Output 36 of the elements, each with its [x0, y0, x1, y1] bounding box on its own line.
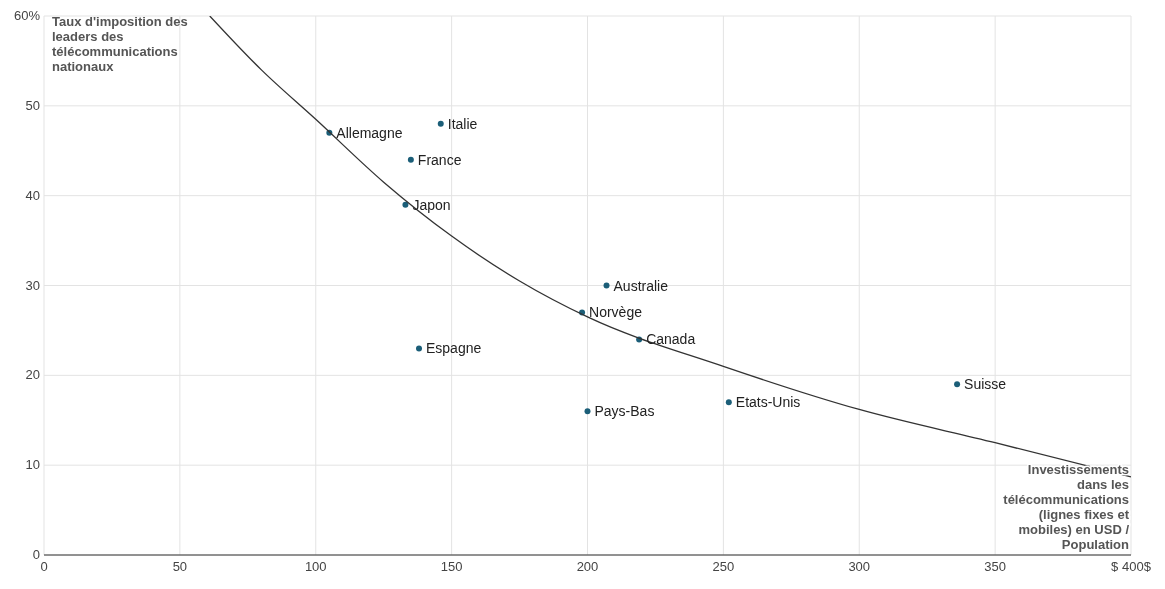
annotation: Norvège — [589, 304, 643, 321]
annotation: Australie — [613, 277, 669, 294]
x-tick-label: 300 — [848, 559, 871, 574]
x-tick-label: 50 — [172, 559, 188, 574]
annotation: Canada — [646, 331, 696, 348]
y-tick-label: 30 — [25, 277, 40, 293]
y-axis-title: Taux d'imposition des leaders des télécommunications nationaux — [52, 14, 188, 74]
y-tick-label: 0 — [32, 547, 40, 562]
point — [402, 201, 409, 208]
y-tick-label: 50 — [25, 97, 40, 113]
annotation: Pays-Bas — [594, 403, 655, 420]
y-tick-label: 10 — [25, 457, 40, 473]
point — [725, 399, 732, 406]
point — [603, 282, 610, 289]
y-tick-label: 40 — [25, 187, 40, 203]
annotation: Allemagne — [336, 124, 403, 141]
annotation: Suisse — [964, 376, 1007, 393]
y-tick-label: 60% — [13, 8, 41, 23]
annotation: Italie — [447, 115, 478, 132]
x-tick-label: 250 — [712, 559, 735, 574]
annotation: Espagne — [426, 340, 482, 357]
point — [407, 156, 414, 163]
point — [954, 381, 961, 388]
x-tick-label: 100 — [304, 559, 327, 574]
point — [584, 408, 591, 415]
x-tick-label: 350 — [984, 559, 1006, 574]
x-tick-label: 200 — [576, 559, 599, 574]
y-tick-label: 20 — [25, 367, 40, 383]
point — [437, 120, 444, 127]
annotation: Etats-Unis — [735, 394, 801, 411]
x-tick-label: $ 400$ — [1111, 559, 1152, 574]
annotation: France — [417, 151, 462, 168]
x-tick-label: 150 — [440, 559, 463, 574]
point — [416, 345, 423, 352]
line-series — [209, 16, 1131, 478]
annotation: Japon — [412, 196, 451, 213]
